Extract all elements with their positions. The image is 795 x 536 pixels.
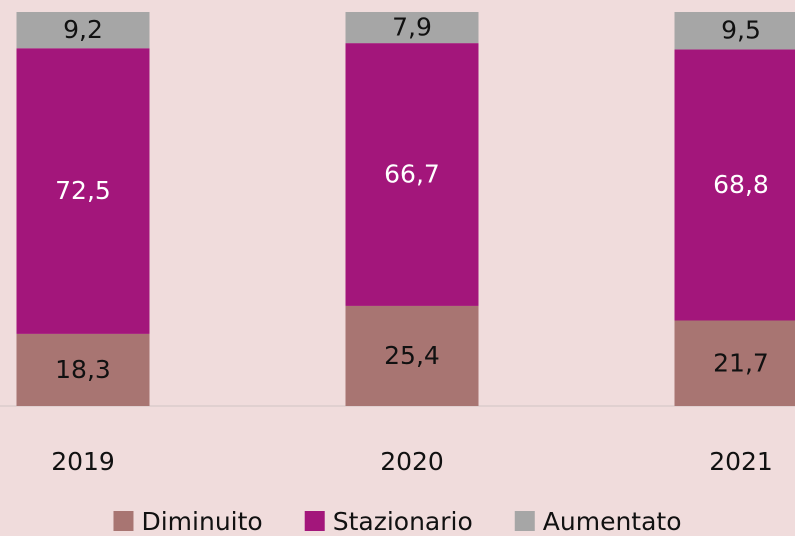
bar-segment	[345, 12, 479, 44]
x-tick-label: 2021	[709, 447, 773, 476]
data-label: 25,4	[384, 341, 440, 370]
bar-segment	[345, 43, 479, 306]
legend-label: Aumentato	[543, 507, 682, 536]
legend-swatch	[113, 511, 134, 531]
data-label: 66,7	[384, 160, 440, 189]
data-label: 21,7	[713, 348, 769, 377]
bar-segment	[16, 48, 150, 334]
data-label: 9,5	[721, 16, 761, 45]
bar-segment	[674, 49, 795, 321]
bar-segment	[16, 333, 150, 406]
legend-label: Diminuito	[141, 507, 262, 536]
bar-segment	[674, 12, 795, 50]
data-label: 18,3	[55, 355, 111, 384]
legend-swatch	[514, 511, 535, 531]
data-label: 72,5	[55, 176, 111, 205]
x-tick-label: 2020	[380, 447, 444, 476]
data-label: 68,8	[713, 170, 769, 199]
bar-segment	[16, 12, 150, 49]
data-label: 7,9	[392, 13, 432, 42]
x-tick-label: 2019	[51, 447, 115, 476]
bar-segment	[674, 320, 795, 406]
bar-segment	[345, 305, 479, 406]
data-label: 9,2	[63, 15, 103, 44]
legend-swatch	[304, 511, 325, 531]
legend-label: Stazionario	[333, 507, 473, 536]
